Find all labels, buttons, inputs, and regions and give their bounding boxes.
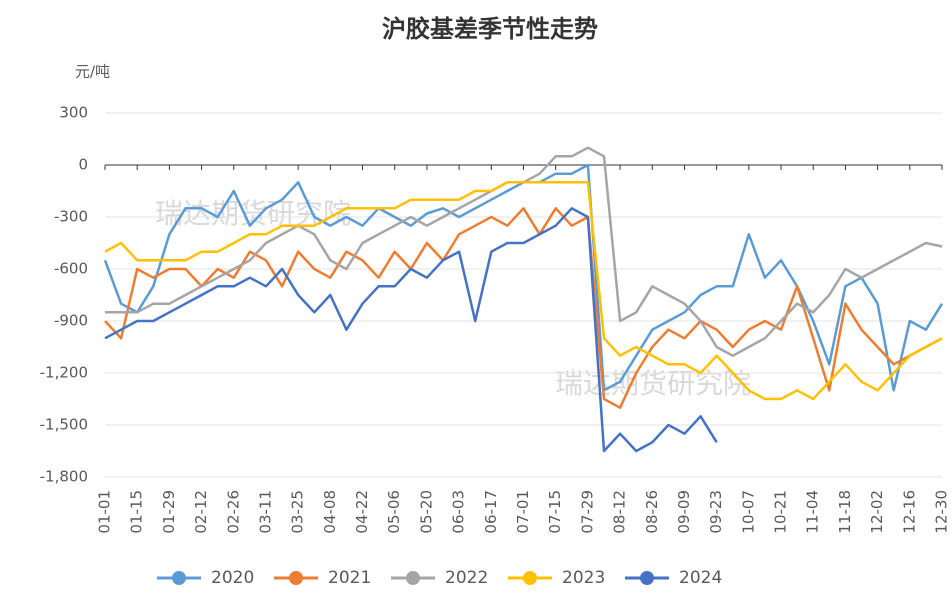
legend-marker [289,571,303,585]
x-tick-label: 05-06 [385,490,403,534]
y-tick-label: -900 [54,312,88,330]
x-tick-label: 08-12 [611,490,629,534]
x-tick-label: 05-20 [417,490,435,534]
x-tick-label: 02-26 [224,490,242,534]
x-tick-label: 12-02 [868,490,886,534]
x-tick-label: 06-17 [482,490,500,534]
y-tick-label: -1,200 [40,364,88,382]
x-tick-label: 11-04 [804,490,822,534]
series-line [105,146,943,357]
legend-marker [172,571,186,585]
x-tick-label: 10-07 [739,490,757,534]
x-tick-label: 07-29 [578,490,596,534]
x-tick-label: 07-01 [514,490,532,534]
y-tick-label: -1,800 [40,468,88,486]
y-tick-label: -1,500 [40,416,88,434]
y-axis-title: 元/吨 [75,63,110,81]
watermark: 瑞达期货研究院 [555,367,751,400]
series-line [104,181,943,401]
legend-marker [523,571,537,585]
x-tick-label: 04-22 [353,490,371,534]
x-tick-label: 01-15 [128,490,146,534]
x-tick-label: 01-29 [160,490,178,534]
x-tick-label: 07-15 [546,490,564,534]
watermark: 瑞达期货研究院 [155,197,351,230]
legend-label: 2024 [679,568,722,588]
legend-label: 2021 [328,568,371,588]
x-tick-label: 09-23 [707,490,725,534]
x-tick-label: 03-25 [289,490,307,534]
x-tick-label: 06-03 [450,490,468,534]
x-tick-label: 12-30 [933,490,951,534]
x-tick-label: 10-21 [772,490,790,534]
y-tick-label: -300 [54,208,88,226]
x-tick-label: 11-18 [836,490,854,534]
legend-marker [640,571,654,585]
x-tick-label: 01-01 [96,490,114,534]
x-tick-label: 12-16 [900,490,918,534]
legend-label: 2020 [211,568,254,588]
x-tick-label: 03-11 [256,490,274,534]
y-tick-label: 0 [78,156,88,174]
legend-marker [406,571,420,585]
legend-label: 2023 [562,568,605,588]
y-tick-label: -600 [54,260,88,278]
series-line [104,207,943,409]
series-line [104,207,718,453]
x-tick-label: 09-09 [675,490,693,534]
chart-title: 沪胶基差季节性走势 [382,15,598,43]
x-tick-label: 02-12 [192,490,210,534]
x-tick-label: 04-08 [321,490,339,534]
x-tick-label: 08-26 [643,490,661,534]
y-tick-label: 300 [59,104,88,122]
legend-label: 2022 [445,568,488,588]
